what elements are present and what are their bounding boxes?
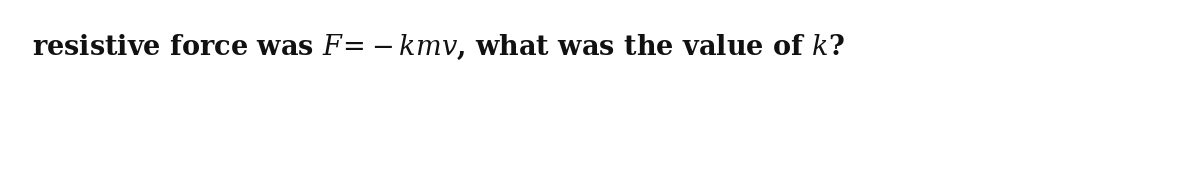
Text: resistive force was $F\!=\!-kmv$, what was the value of $k$?: resistive force was $F\!=\!-kmv$, what w… (32, 33, 845, 63)
